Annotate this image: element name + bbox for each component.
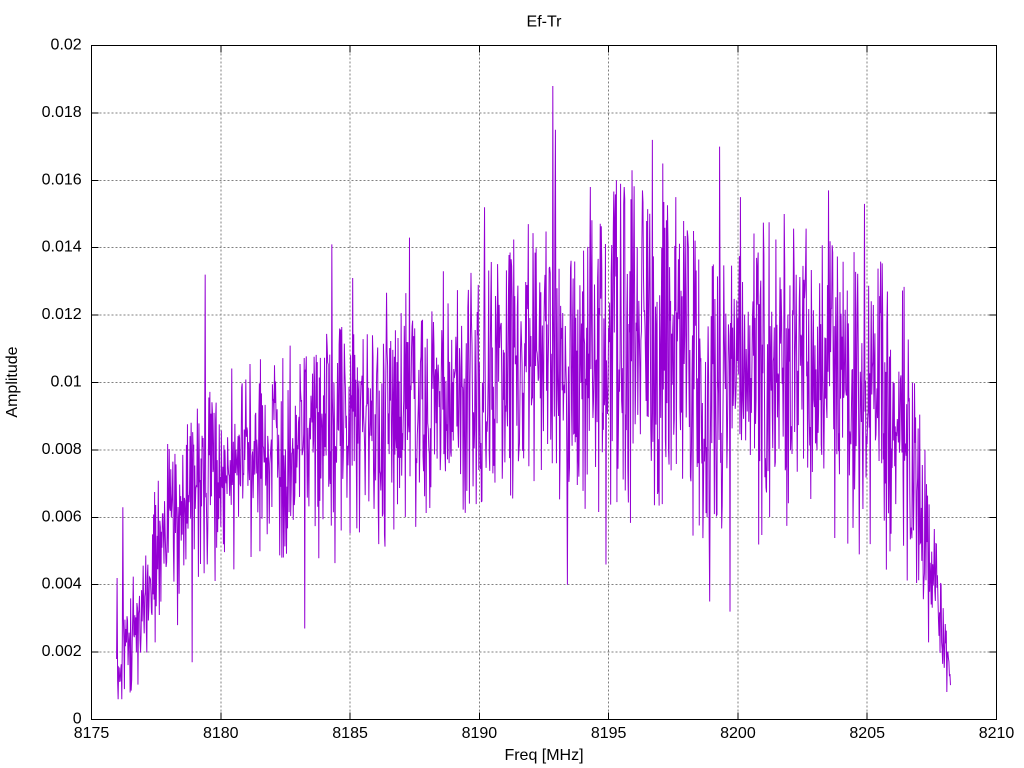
svg-text:0.016: 0.016 (42, 171, 82, 188)
svg-text:8185: 8185 (332, 725, 368, 742)
svg-text:8205: 8205 (849, 725, 885, 742)
svg-text:8200: 8200 (720, 725, 756, 742)
svg-text:0.018: 0.018 (42, 104, 82, 121)
svg-text:0.004: 0.004 (42, 576, 82, 593)
svg-text:Freq [MHz]: Freq [MHz] (504, 747, 583, 764)
svg-text:0.006: 0.006 (42, 508, 82, 525)
svg-text:0: 0 (73, 711, 82, 728)
svg-text:8190: 8190 (462, 725, 498, 742)
svg-text:0.014: 0.014 (42, 239, 82, 256)
svg-text:0.008: 0.008 (42, 441, 82, 458)
svg-text:Amplitude: Amplitude (4, 346, 21, 417)
svg-text:0.012: 0.012 (42, 306, 82, 323)
svg-text:8180: 8180 (203, 725, 239, 742)
svg-text:Ef-Tr: Ef-Tr (527, 14, 563, 31)
svg-text:0.01: 0.01 (51, 374, 82, 391)
svg-text:8195: 8195 (591, 725, 627, 742)
svg-text:0.02: 0.02 (51, 37, 82, 54)
svg-text:8210: 8210 (979, 725, 1015, 742)
svg-text:8175: 8175 (74, 725, 110, 742)
svg-text:0.002: 0.002 (42, 643, 82, 660)
